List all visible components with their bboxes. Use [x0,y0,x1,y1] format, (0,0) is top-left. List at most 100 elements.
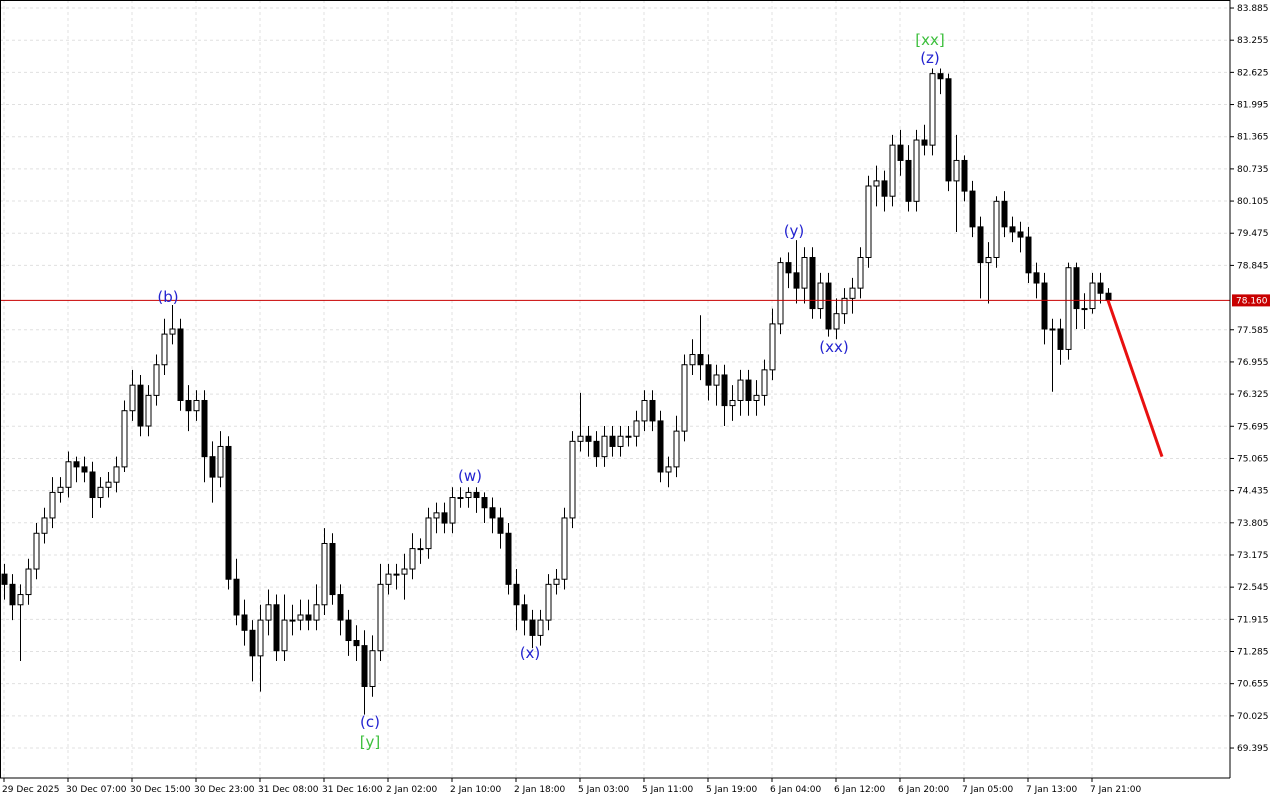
candle-body [473,491,480,499]
candle [657,410,664,483]
candle [1041,272,1048,345]
candle [361,630,368,715]
candle-body [41,517,48,534]
candle-body [217,445,224,478]
candle [977,216,984,299]
candle [1089,272,1096,314]
candle [57,477,64,503]
candle [393,563,400,590]
candle-body [769,323,776,371]
candle [969,180,976,238]
candle [417,538,424,564]
candle-body [721,374,728,407]
y-tick-label: 80.105 [1237,197,1269,207]
candle-body [201,399,208,458]
wave-label: (xx) [819,338,848,356]
candle-body [937,73,944,80]
candle [705,354,712,401]
candle-body [497,517,504,534]
candle-body [601,435,608,458]
candle-body [745,379,752,401]
x-tick-label: 6 Jan 04:00 [770,785,822,795]
y-tick-label: 71.915 [1237,615,1269,625]
candle-body [521,604,528,621]
candle-body [337,594,344,621]
candle-body [145,394,152,427]
candle-body [1073,267,1080,310]
candle-body [249,629,256,657]
wave-label: [xx] [915,31,944,49]
candle [721,364,728,427]
candle [793,240,800,304]
candle-body [1097,282,1104,294]
candle [825,272,832,337]
y-tick-label: 78.845 [1237,261,1269,271]
candle [1009,216,1016,243]
y-tick-label: 81.365 [1237,133,1269,143]
candle [865,175,872,268]
candle-body [241,614,248,631]
candle [993,196,1000,268]
candle [337,584,344,636]
y-tick-label: 82.625 [1237,68,1269,78]
x-tick-label: 30 Dec 23:00 [194,785,255,795]
candle-body [209,456,216,478]
candle [113,456,120,493]
y-tick-label: 77.585 [1237,326,1269,336]
candle-body [193,399,200,412]
candle-body [185,399,192,412]
candle [481,492,488,524]
candle [1033,262,1040,299]
y-tick-label: 83.255 [1237,36,1269,46]
candle-body [993,200,1000,258]
candle-body [89,471,96,499]
candle [433,502,440,534]
candle-body [65,461,72,488]
candle [833,298,840,340]
candle [801,247,808,304]
candle-body [105,481,112,488]
candle-body [713,374,720,386]
candle [33,523,40,580]
candle [249,620,256,682]
candle [1,563,8,600]
candle [649,390,656,432]
candle-body [1001,200,1008,228]
y-tick-label: 81.995 [1237,101,1269,111]
candle [745,369,752,416]
wave-label: [y] [360,733,381,751]
candle-body [577,435,584,442]
x-tick-label: 5 Jan 03:00 [578,785,630,795]
candle-body [921,139,928,146]
candle-body [361,645,368,687]
y-tick-label: 70.025 [1237,712,1269,722]
candle [873,165,880,207]
candle-body [1017,231,1024,238]
candle-body [777,262,784,325]
candle [697,315,704,381]
candle-body [657,420,664,473]
candle-body [161,333,168,366]
candle-body [369,650,376,687]
candle [785,252,792,289]
x-tick-label: 30 Dec 15:00 [130,785,191,795]
candle [513,569,520,631]
candle-body [425,517,432,550]
candle-body [697,354,704,366]
candle [1017,221,1024,253]
x-tick-label: 6 Jan 20:00 [898,785,950,795]
x-tick-label: 2 Jan 18:00 [514,785,566,795]
candle-body [345,619,352,642]
x-tick-label: 7 Jan 05:00 [962,785,1014,795]
candle-body [673,430,680,468]
wave-label: (c) [360,713,380,731]
candle [425,507,432,559]
y-tick-label: 71.285 [1237,647,1269,657]
candle [273,594,280,661]
candle-body [841,297,848,315]
candle [913,129,920,212]
candle [41,507,48,544]
candle [841,288,848,324]
candle-body [1057,328,1064,350]
candle [497,507,504,549]
